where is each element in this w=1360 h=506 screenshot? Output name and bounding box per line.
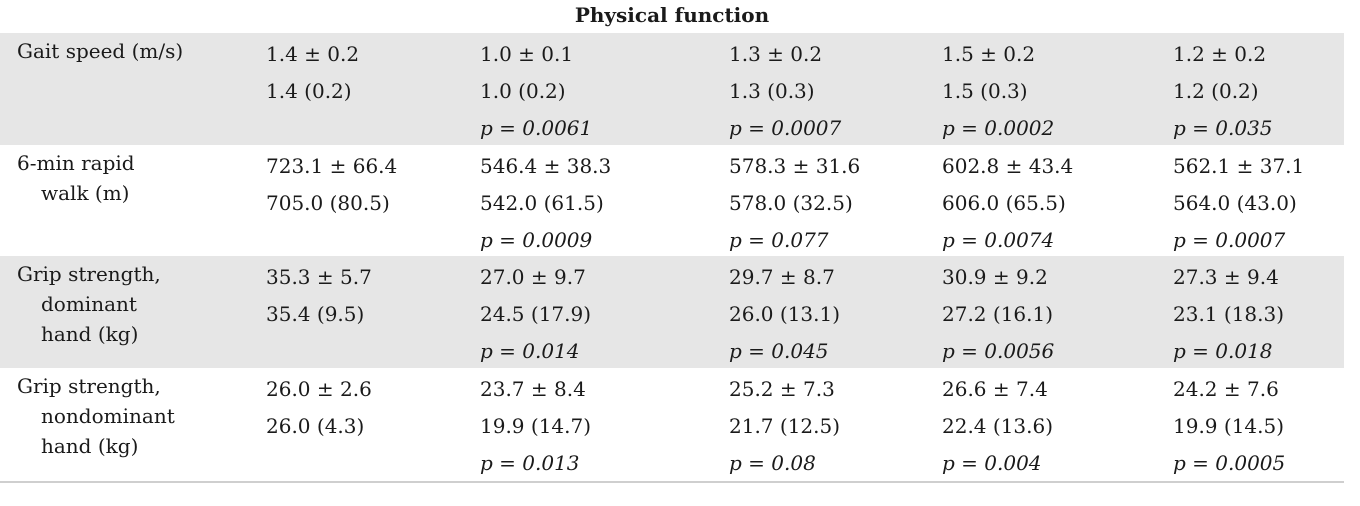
table-cell: 723.1 ± 66.4 705.0 (80.5) — [266, 154, 398, 215]
table-bottom-rule — [0, 481, 1344, 483]
table-cell: 35.3 ± 5.7 35.4 (9.5) — [266, 265, 372, 326]
table-cell: 24.2 ± 7.6 19.9 (14.5) p = 0.0005 — [1173, 377, 1286, 475]
table-row: Grip strength, dominant hand (kg) 35.3 ±… — [0, 256, 1344, 368]
table-cell: 1.0 ± 0.1 1.0 (0.2) p = 0.0061 — [480, 42, 593, 140]
table-cell: 30.9 ± 9.2 27.2 (16.1) p = 0.0056 — [942, 265, 1055, 363]
table-cell: 26.6 ± 7.4 22.4 (13.6) p = 0.004 — [942, 377, 1054, 475]
row-label: Gait speed (m/s) — [17, 39, 184, 63]
table-cell: 1.3 ± 0.2 1.3 (0.3) p = 0.0007 — [729, 42, 842, 140]
table-cell: 27.3 ± 9.4 23.1 (18.3) p = 0.018 — [1173, 265, 1285, 363]
table-cell: 1.5 ± 0.2 1.5 (0.3) p = 0.0002 — [942, 42, 1055, 140]
row-label: Grip strength, nondominant hand (kg) — [17, 374, 175, 458]
table-cell: 602.8 ± 43.4 606.0 (65.5) p = 0.0074 — [942, 154, 1074, 252]
table-cell: 27.0 ± 9.7 24.5 (17.9) p = 0.014 — [480, 265, 592, 363]
table-cell: 546.4 ± 38.3 542.0 (61.5) p = 0.0009 — [480, 154, 612, 252]
table-cell: 25.2 ± 7.3 21.7 (12.5) p = 0.08 — [729, 377, 841, 475]
table-cell: 29.7 ± 8.7 26.0 (13.1) p = 0.045 — [729, 265, 841, 363]
table-cell: 1.4 ± 0.2 1.4 (0.2) — [266, 42, 360, 103]
table-cell: 1.2 ± 0.2 1.2 (0.2) p = 0.035 — [1173, 42, 1273, 140]
table-cell: 562.1 ± 37.1 564.0 (43.0) p = 0.0007 — [1173, 154, 1305, 252]
table-row: Gait speed (m/s) 1.4 ± 0.2 1.4 (0.2) 1.0… — [0, 33, 1344, 145]
table-row: Grip strength, nondominant hand (kg) 26.… — [0, 368, 1344, 480]
section-title: Physical function — [574, 3, 770, 27]
table-cell: 23.7 ± 8.4 19.9 (14.7) p = 0.013 — [480, 377, 592, 475]
table-row: 6-min rapid walk (m) 723.1 ± 66.4 705.0 … — [0, 145, 1344, 256]
row-label: 6-min rapid walk (m) — [17, 151, 135, 205]
row-label: Grip strength, dominant hand (kg) — [17, 262, 161, 346]
table-cell: 26.0 ± 2.6 26.0 (4.3) — [266, 377, 372, 438]
table-cell: 578.3 ± 31.6 578.0 (32.5) p = 0.077 — [729, 154, 861, 252]
